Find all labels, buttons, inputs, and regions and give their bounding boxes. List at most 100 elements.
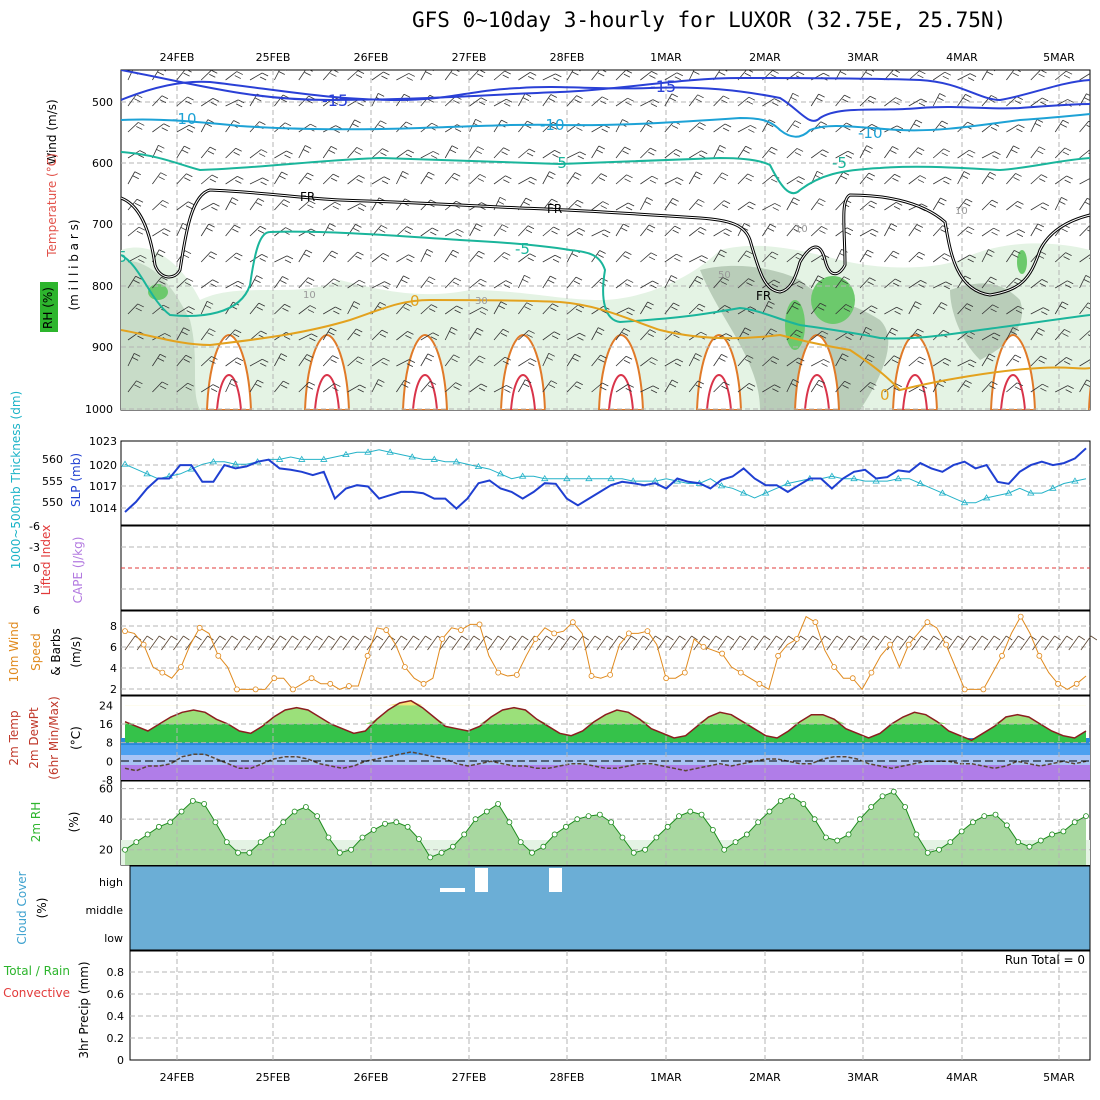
wind-barb [322,383,341,393]
wind-barb [396,359,416,368]
wind-barb-feather [868,204,875,209]
data-point [879,793,886,800]
wind-barb-staff [640,224,650,237]
wind-barb-staff [469,383,482,393]
wind-barb [957,149,976,159]
wind-barb [591,229,611,238]
upper-air-panel: -15 -15 -10 -10 -10 -5 -5 -5 -5 0 0 FR F… [40,69,1091,416]
surface-wind-barb [548,635,565,651]
wind-barb-staff [298,172,308,185]
warm-cell [597,333,645,410]
wind-barb-feather [381,361,388,366]
wind-barb [420,227,439,237]
wind-barb [566,304,585,315]
wind-barb [957,73,977,82]
wind-barb-feather [846,70,849,71]
wind-barb-feather [649,361,656,365]
wind-barb-staff [274,276,283,289]
temp-tick-label: 24 [99,699,113,712]
wind-barb-feather [749,201,756,206]
wind-barb-feather [815,279,823,284]
surface-wind-barb [330,635,347,651]
wind-barb-feather [427,385,435,389]
wind-barb [664,177,684,186]
data-point [143,470,151,477]
wind-barb [225,252,243,263]
wind-barb-feather [135,275,142,280]
wind-barb-staff [932,253,945,263]
wind-barb-staff [274,150,287,159]
wind-barb-feather [526,334,533,338]
wind-barb-feather [1060,123,1068,128]
lifted-index-axis-label: Lifted Index [39,525,53,596]
wind-barb-feather [625,283,632,287]
wind-barb-feather [281,384,288,389]
wind-barb [981,304,999,315]
wind-barb-staff [640,329,651,341]
wind-barb-feather [379,333,387,338]
wind-barb [347,175,365,185]
wind-barb-staff [713,228,726,237]
wind-barb-feather [695,98,702,103]
wind-barb-feather [304,145,312,149]
wind-barb [1054,197,1068,211]
wind-barb-feather [990,127,998,131]
wind-barb-feather [596,149,603,154]
wind-barb-feather [794,152,802,156]
wind-barb-staff [762,224,771,237]
wind-barb [176,124,196,133]
wind-barb-staff [1054,70,1067,81]
wind-barb [1006,70,1022,81]
wind-barb [1079,275,1090,289]
wind-barb-staff [322,223,330,237]
wind-barb-feather [623,359,631,364]
wind-barb-staff [493,147,504,159]
wind-barb-feather [893,70,900,73]
wind-barb-feather [1012,327,1019,331]
wind-barb [298,381,316,393]
wind-barb [249,177,269,186]
wind-barb-feather [307,277,315,281]
wind-barb-staff [322,70,333,81]
wind-barb-staff [737,125,751,133]
wind-barb-feather [184,145,191,150]
wind-barb-staff [810,380,820,393]
wind-barb [347,70,365,81]
wind-barb-feather [819,198,826,203]
wind-barb-feather [942,75,949,80]
wind-barb [737,96,756,107]
wind-barb-feather [965,380,972,384]
wind-barb-feather [888,227,896,231]
wind-barb-feather [967,258,974,263]
barb-feather [509,635,517,641]
wind-barb-feather [553,77,560,82]
wind-barb-staff [200,356,212,367]
wind-barb-staff [396,149,409,159]
wind-barb-feather [1015,309,1023,314]
wind-barb-feather [305,249,313,254]
wind-barb-staff [932,148,945,159]
wind-barb-feather [918,388,926,393]
wind-barb-feather [427,280,434,285]
wind-barb-feather [528,362,535,366]
surface-wind-barb [947,635,965,651]
wind-barb [908,224,924,237]
barb-staff [959,635,971,651]
wind-barb-feather [650,389,658,394]
wind-barb-feather [627,384,634,388]
wind-barb-staff [957,303,968,315]
wind-barb-feather [725,333,733,338]
wind-barb-feather [187,201,195,206]
surface-wind-barb [596,635,614,651]
wind-barb [274,70,287,81]
wind-barb-feather [918,102,926,107]
wind-barb-staff [493,301,502,315]
data-point [845,831,852,838]
wind-barb-feather [1040,70,1047,74]
wind-barb-feather [695,353,702,357]
wind-barb-feather [670,275,678,279]
wind-barb [932,197,947,211]
surface-wind-barb [778,635,795,651]
wind-barb-feather [938,201,945,206]
